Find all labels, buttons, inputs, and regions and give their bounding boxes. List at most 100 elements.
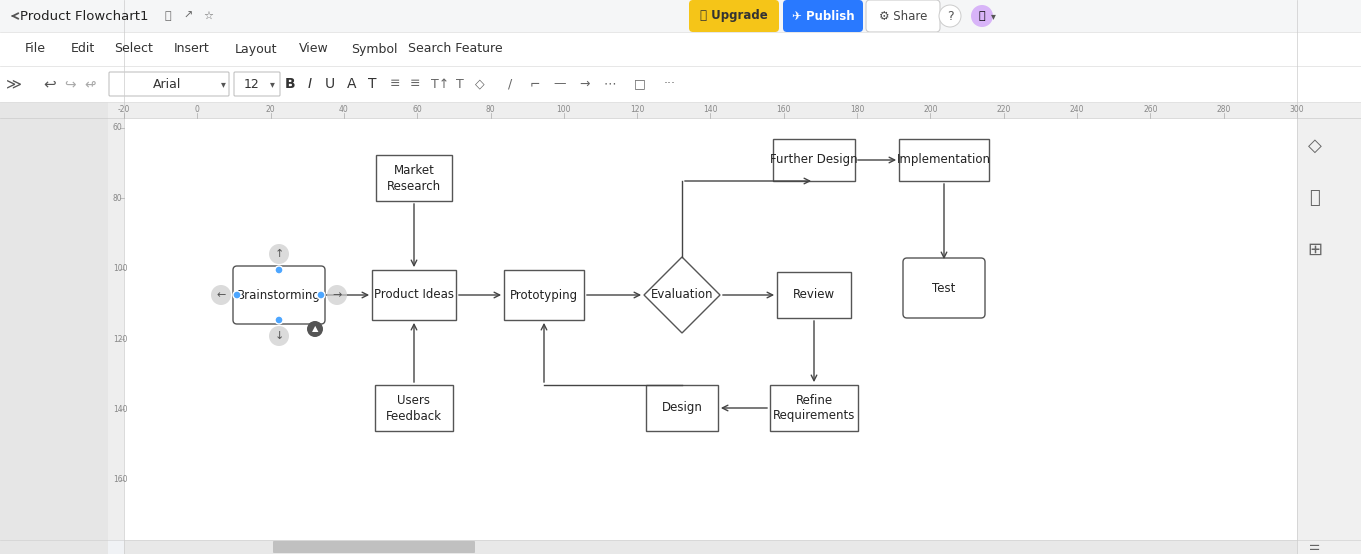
Text: ▲: ▲ xyxy=(312,325,318,334)
FancyBboxPatch shape xyxy=(124,118,1297,540)
Text: ⊞: ⊞ xyxy=(1308,241,1323,259)
Text: 300: 300 xyxy=(1290,105,1304,115)
Text: 60: 60 xyxy=(412,105,422,115)
Text: ↪: ↪ xyxy=(64,77,76,91)
FancyBboxPatch shape xyxy=(0,32,1361,66)
FancyBboxPatch shape xyxy=(233,266,325,324)
Text: 160: 160 xyxy=(113,475,128,484)
FancyBboxPatch shape xyxy=(108,118,124,540)
Text: Refine
Requirements: Refine Requirements xyxy=(773,393,855,423)
Text: ↩: ↩ xyxy=(44,76,56,91)
FancyBboxPatch shape xyxy=(274,541,475,553)
FancyBboxPatch shape xyxy=(900,139,989,181)
FancyBboxPatch shape xyxy=(902,258,985,318)
Text: 220: 220 xyxy=(996,105,1011,115)
Text: Layout: Layout xyxy=(234,43,278,55)
FancyBboxPatch shape xyxy=(770,385,857,431)
Text: 🛒 Upgrade: 🛒 Upgrade xyxy=(700,9,768,23)
Text: 140: 140 xyxy=(113,405,128,414)
FancyBboxPatch shape xyxy=(866,0,940,32)
FancyBboxPatch shape xyxy=(777,272,851,318)
Circle shape xyxy=(939,5,961,27)
Text: 240: 240 xyxy=(1070,105,1085,115)
Text: ◇: ◇ xyxy=(1308,137,1322,155)
FancyBboxPatch shape xyxy=(689,0,778,32)
Text: ⚙ Share: ⚙ Share xyxy=(879,9,927,23)
Text: 260: 260 xyxy=(1143,105,1158,115)
FancyBboxPatch shape xyxy=(109,72,229,96)
Text: Brainstorming: Brainstorming xyxy=(237,289,321,301)
Text: T↑: T↑ xyxy=(431,78,449,90)
Text: ⚌: ⚌ xyxy=(1309,541,1320,553)
FancyBboxPatch shape xyxy=(124,540,1297,554)
Text: -20: -20 xyxy=(118,105,131,115)
Text: 160: 160 xyxy=(777,105,791,115)
Text: ▾: ▾ xyxy=(991,11,995,21)
Text: I: I xyxy=(308,77,312,91)
Text: ···: ··· xyxy=(664,78,676,90)
Text: →: → xyxy=(580,78,591,90)
Text: Select: Select xyxy=(114,43,154,55)
FancyBboxPatch shape xyxy=(646,385,719,431)
FancyBboxPatch shape xyxy=(773,139,855,181)
Text: 100: 100 xyxy=(557,105,572,115)
Text: 200: 200 xyxy=(923,105,938,115)
Text: Edit: Edit xyxy=(71,43,95,55)
Text: Test: Test xyxy=(932,281,955,295)
Text: File: File xyxy=(24,43,45,55)
FancyBboxPatch shape xyxy=(234,72,280,96)
Circle shape xyxy=(317,291,325,299)
Text: 80: 80 xyxy=(113,194,122,203)
FancyBboxPatch shape xyxy=(1297,102,1361,554)
Text: ⬜: ⬜ xyxy=(165,11,171,21)
Text: ≫: ≫ xyxy=(5,76,22,91)
Text: 👤: 👤 xyxy=(979,11,985,21)
Text: ✈ Publish: ✈ Publish xyxy=(792,9,855,23)
FancyBboxPatch shape xyxy=(0,0,1361,32)
Text: Review: Review xyxy=(793,289,836,301)
FancyBboxPatch shape xyxy=(108,102,124,118)
Text: Product Ideas: Product Ideas xyxy=(374,289,455,301)
Text: Arial: Arial xyxy=(152,78,181,90)
Circle shape xyxy=(233,291,241,299)
Circle shape xyxy=(308,321,323,337)
Text: 🔍: 🔍 xyxy=(1309,189,1320,207)
Text: Implementation: Implementation xyxy=(897,153,991,167)
Text: ↫: ↫ xyxy=(84,77,95,91)
Text: ↑: ↑ xyxy=(275,249,283,259)
Text: 280: 280 xyxy=(1217,105,1230,115)
Text: ↗: ↗ xyxy=(184,11,193,21)
Circle shape xyxy=(211,285,231,305)
Text: ≡: ≡ xyxy=(389,78,400,90)
Text: Evaluation: Evaluation xyxy=(651,289,713,301)
FancyBboxPatch shape xyxy=(124,102,1297,118)
Text: ↓: ↓ xyxy=(275,331,283,341)
Text: ◇: ◇ xyxy=(475,78,485,90)
Text: ▾: ▾ xyxy=(220,79,226,89)
Text: Design: Design xyxy=(661,402,702,414)
Text: /: / xyxy=(508,78,512,90)
Text: 12: 12 xyxy=(244,78,260,90)
Text: 120: 120 xyxy=(630,105,644,115)
Text: ☆: ☆ xyxy=(203,11,214,21)
FancyBboxPatch shape xyxy=(376,385,453,431)
Text: —: — xyxy=(554,78,566,90)
Text: ≡: ≡ xyxy=(410,78,421,90)
Text: Symbol: Symbol xyxy=(351,43,397,55)
Circle shape xyxy=(327,285,347,305)
Text: ▾: ▾ xyxy=(269,79,275,89)
Text: B: B xyxy=(284,77,295,91)
FancyBboxPatch shape xyxy=(0,66,1361,102)
Circle shape xyxy=(269,326,289,346)
Text: 80: 80 xyxy=(486,105,495,115)
Circle shape xyxy=(275,266,283,274)
Circle shape xyxy=(269,244,289,264)
Polygon shape xyxy=(644,257,720,333)
Text: ←: ← xyxy=(216,290,226,300)
Text: Insert: Insert xyxy=(174,43,210,55)
Text: 100: 100 xyxy=(113,264,128,273)
Text: 60: 60 xyxy=(113,124,122,132)
Circle shape xyxy=(970,5,994,27)
Text: U: U xyxy=(325,77,335,91)
Text: Further Design: Further Design xyxy=(770,153,857,167)
